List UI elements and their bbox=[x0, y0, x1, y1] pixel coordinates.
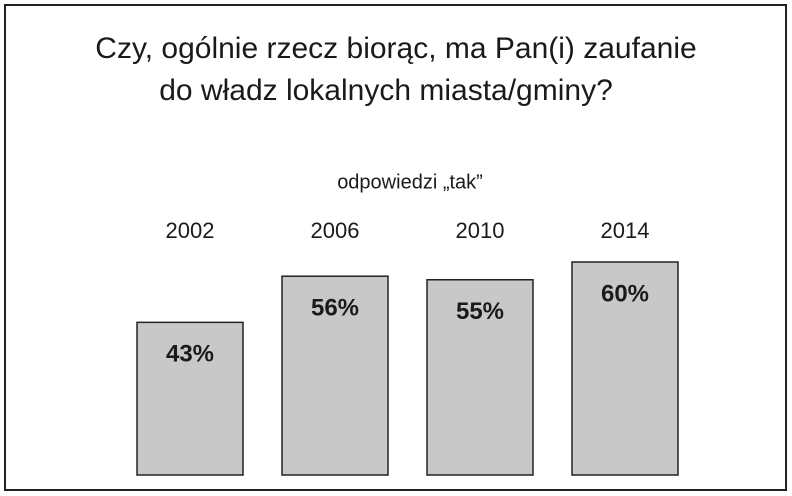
category-label: 2006 bbox=[311, 218, 360, 243]
chart-title-line: Czy, ogólnie rzecz biorąc, ma Pan(i) zau… bbox=[95, 32, 696, 65]
value-label: 56% bbox=[311, 295, 359, 322]
value-label: 60% bbox=[601, 280, 649, 307]
value-label: 43% bbox=[166, 341, 214, 368]
bar bbox=[136, 321, 244, 476]
category-label: 2010 bbox=[456, 218, 505, 243]
category-label: 2014 bbox=[601, 218, 650, 243]
bar bbox=[426, 279, 534, 476]
category-label: 2002 bbox=[166, 218, 215, 243]
chart-title-line: do władz lokalnych miasta/gminy? bbox=[159, 74, 613, 107]
chart-subtitle: odpowiedzi „tak” bbox=[337, 171, 483, 193]
value-label: 55% bbox=[456, 298, 504, 325]
bar bbox=[571, 261, 679, 476]
bar bbox=[281, 275, 389, 476]
